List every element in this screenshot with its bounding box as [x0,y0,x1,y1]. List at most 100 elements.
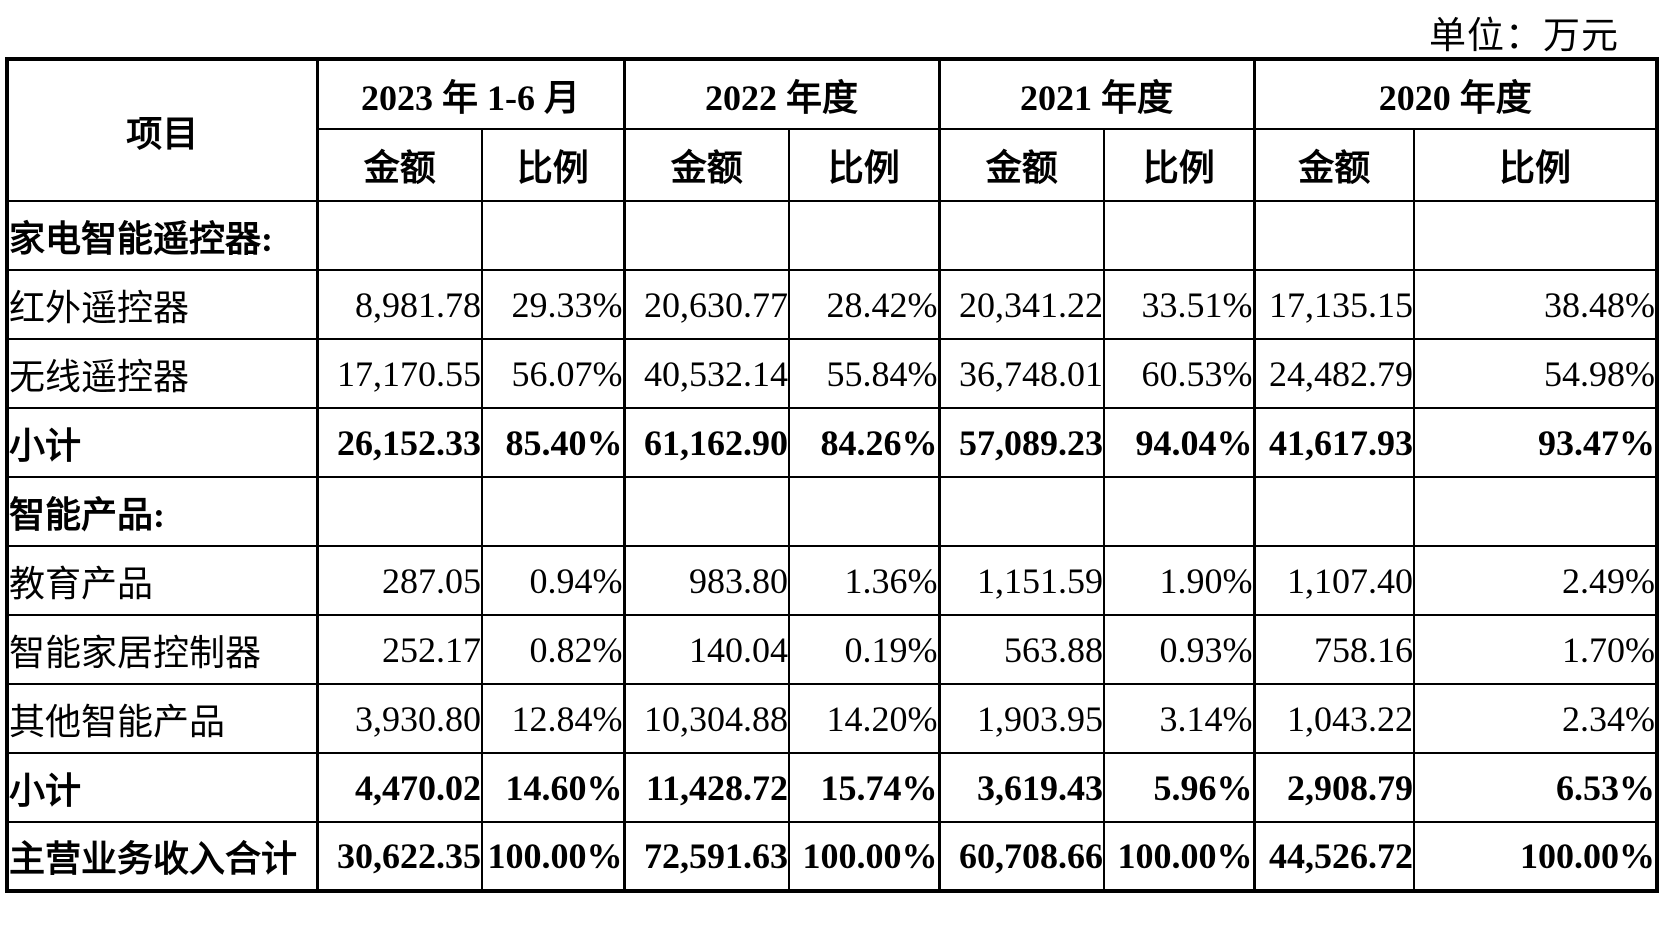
amount-cell: 1,903.95 [937,683,1106,754]
amount-cell: 1,043.22 [1252,683,1416,754]
amount-cell: 1,151.59 [937,545,1106,616]
amount-cell [315,476,483,547]
row-label: 小计 [6,752,318,823]
ratio-cell: 29.33% [481,269,625,340]
ratio-cell: 100.00% [481,821,625,892]
ratio-cell: 0.82% [481,614,625,685]
amount-cell [1252,200,1416,271]
amount-cell: 44,526.72 [1252,821,1416,892]
ratio-cell: 84.26% [787,407,941,478]
amount-cell: 1,107.40 [1252,545,1416,616]
ratio-cell: 6.53% [1413,752,1659,823]
table-row-infrared-remote: 红外遥控器 8,981.78 29.33% 20,630.77 28.42% 2… [6,269,1659,340]
ratio-cell: 100.00% [1103,821,1256,892]
amount-cell: 11,428.72 [622,752,790,823]
ratio-cell: 85.40% [481,407,625,478]
ratio-cell: 14.60% [481,752,625,823]
table-row-category-remote: 家电智能遥控器: [6,200,1659,271]
amount-cell: 36,748.01 [937,338,1106,409]
table-row-smart-home-controller: 智能家居控制器 252.17 0.82% 140.04 0.19% 563.88… [6,614,1659,685]
table-row-subtotal-remote: 小计 26,152.33 85.40% 61,162.90 84.26% 57,… [6,407,1659,478]
table-row-other-smart-products: 其他智能产品 3,930.80 12.84% 10,304.88 14.20% … [6,683,1659,754]
header-row-periods: 项目 2023 年 1-6 月 2022 年度 2021 年度 2020 年度 [6,58,1659,202]
corner-header-item: 项目 [6,58,318,202]
period-header-2020: 2020 年度 [1252,58,1659,130]
ratio-cell: 15.74% [787,752,941,823]
ratio-cell: 2.34% [1413,683,1659,754]
ratio-cell: 33.51% [1103,269,1256,340]
amount-cell: 17,170.55 [315,338,483,409]
amount-cell: 252.17 [315,614,483,685]
amount-cell [622,476,790,547]
table-row-wireless-remote: 无线遥控器 17,170.55 56.07% 40,532.14 55.84% … [6,338,1659,409]
ratio-cell [787,200,941,271]
ratio-cell: 60.53% [1103,338,1256,409]
ratio-header-2023h1: 比例 [481,128,625,202]
amount-header-2023h1: 金额 [315,128,483,202]
period-header-2021: 2021 年度 [937,58,1256,130]
amount-cell: 40,532.14 [622,338,790,409]
ratio-cell: 100.00% [787,821,941,892]
header-row-measures: 金额 比例 金额 比例 金额 比例 金额 比例 [7,128,1659,202]
row-label: 智能产品: [6,476,318,547]
table-row-total-main-revenue: 主营业务收入合计 30,622.35 100.00% 72,591.63 100… [6,821,1659,892]
ratio-cell [1413,476,1659,547]
amount-cell: 24,482.79 [1252,338,1416,409]
row-label: 其他智能产品 [6,683,318,754]
amount-cell: 57,089.23 [937,407,1106,478]
ratio-header-2021: 比例 [1103,128,1256,202]
row-label: 智能家居控制器 [6,614,318,685]
period-header-2022: 2022 年度 [622,58,941,130]
ratio-cell [1103,476,1256,547]
amount-cell: 26,152.33 [315,407,483,478]
row-label: 红外遥控器 [6,269,318,340]
ratio-cell: 38.48% [1413,269,1659,340]
amount-cell [937,476,1106,547]
row-label: 小计 [6,407,318,478]
revenue-breakdown-table: 项目 2023 年 1-6 月 2022 年度 2021 年度 2020 年度 … [5,57,1659,893]
ratio-cell: 94.04% [1103,407,1256,478]
ratio-header-2022: 比例 [787,128,941,202]
amount-cell: 8,981.78 [315,269,483,340]
ratio-cell: 12.84% [481,683,625,754]
amount-cell: 2,908.79 [1252,752,1416,823]
period-header-2023h1: 2023 年 1-6 月 [315,58,625,130]
amount-cell: 287.05 [315,545,483,616]
ratio-cell: 100.00% [1413,821,1659,892]
ratio-cell [787,476,941,547]
ratio-cell: 55.84% [787,338,941,409]
table-row-subtotal-smart: 小计 4,470.02 14.60% 11,428.72 15.74% 3,61… [6,752,1659,823]
ratio-cell: 93.47% [1413,407,1659,478]
ratio-cell: 3.14% [1103,683,1256,754]
row-label: 家电智能遥控器: [6,200,318,271]
amount-cell: 140.04 [622,614,790,685]
amount-cell: 72,591.63 [622,821,790,892]
table-row-education-products: 教育产品 287.05 0.94% 983.80 1.36% 1,151.59 … [6,545,1659,616]
ratio-cell: 2.49% [1413,545,1659,616]
ratio-cell: 5.96% [1103,752,1256,823]
amount-header-2021: 金额 [937,128,1106,202]
amount-cell: 983.80 [622,545,790,616]
row-label: 教育产品 [6,545,318,616]
amount-cell: 3,619.43 [937,752,1106,823]
amount-cell: 563.88 [937,614,1106,685]
amount-cell: 61,162.90 [622,407,790,478]
amount-header-2022: 金额 [622,128,790,202]
ratio-cell: 28.42% [787,269,941,340]
amount-cell [315,200,483,271]
ratio-cell [481,200,625,271]
amount-cell [937,200,1106,271]
amount-cell [622,200,790,271]
ratio-cell: 1.36% [787,545,941,616]
ratio-cell: 0.94% [481,545,625,616]
amount-cell: 20,341.22 [937,269,1106,340]
ratio-cell: 1.70% [1413,614,1659,685]
row-label: 主营业务收入合计 [6,821,318,892]
ratio-cell: 14.20% [787,683,941,754]
amount-cell: 41,617.93 [1252,407,1416,478]
ratio-cell [481,476,625,547]
unit-label: 单位：万元 [1429,16,1619,57]
amount-cell: 4,470.02 [315,752,483,823]
ratio-cell: 0.19% [787,614,941,685]
